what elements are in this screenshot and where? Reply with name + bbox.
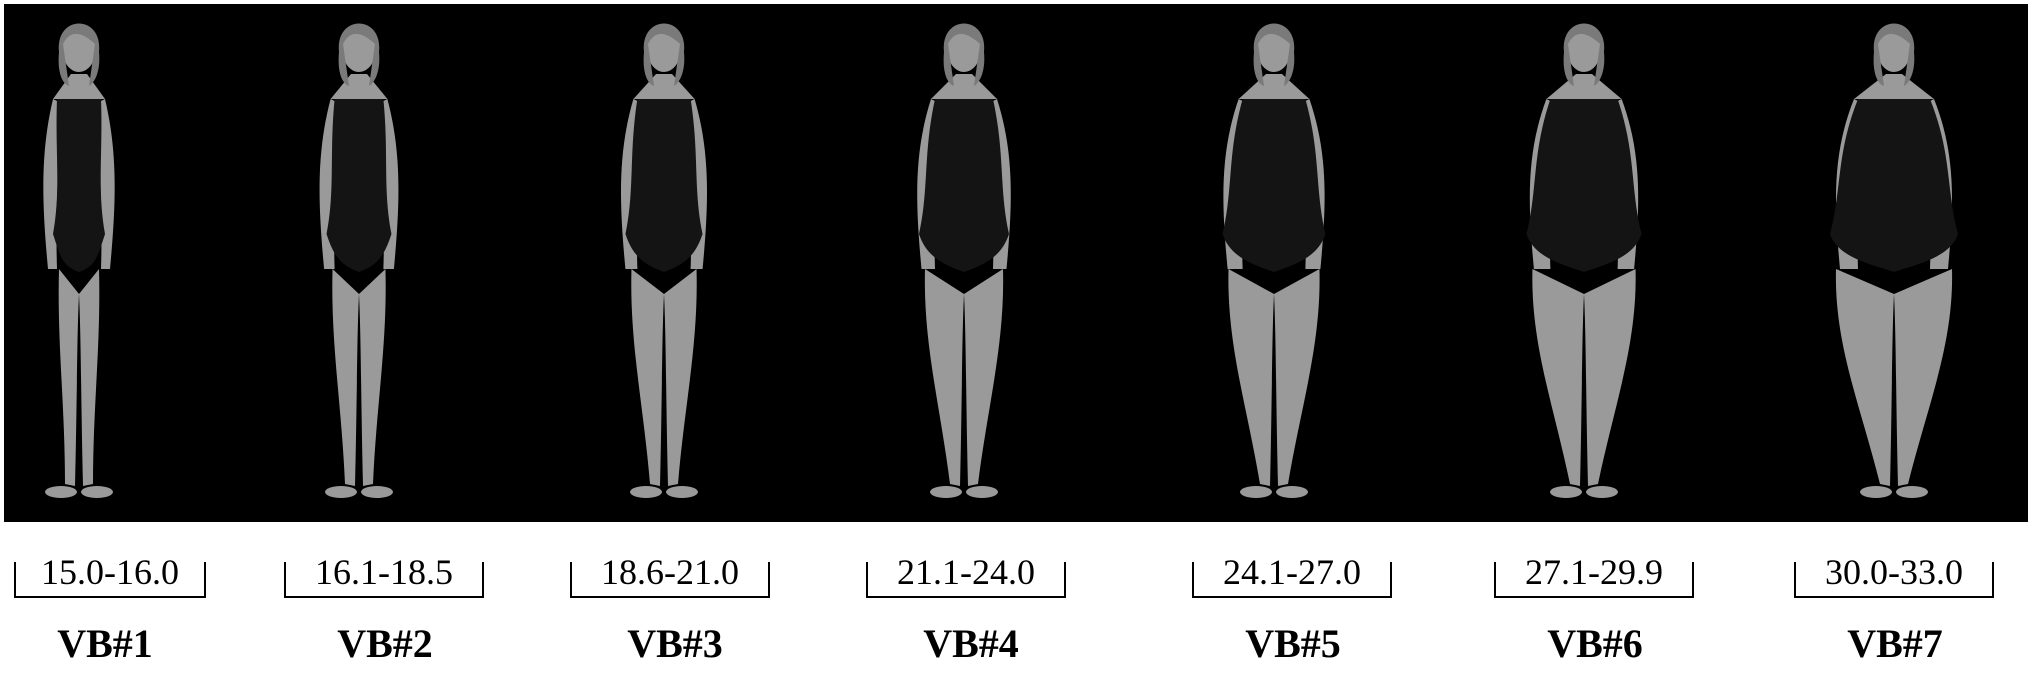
right-foot: [1276, 486, 1308, 498]
body-silhouette: [319, 23, 399, 498]
bracket: [570, 562, 770, 598]
bracket: [1794, 562, 1994, 598]
left-foot: [1240, 486, 1272, 498]
swimsuit: [625, 99, 703, 272]
body-figure-vb3: [584, 4, 744, 522]
bmi-range-vb6: 27.1-29.9: [1494, 548, 1694, 598]
left-foot: [325, 486, 357, 498]
right-foot: [966, 486, 998, 498]
label-vb7: VB#7: [1847, 621, 1943, 666]
bmi-range-vb5: 24.1-27.0: [1192, 548, 1392, 598]
neck: [931, 74, 997, 99]
bracket: [284, 562, 484, 598]
left-leg: [1532, 269, 1584, 486]
neck: [53, 74, 105, 99]
left-leg: [58, 269, 79, 486]
bmi-range-text: 18.6-21.0: [601, 552, 739, 592]
body-figure-vb1: [4, 4, 154, 522]
neck: [633, 74, 695, 99]
right-leg: [964, 269, 1004, 486]
bracket: [1192, 562, 1392, 598]
right-leg: [1584, 269, 1636, 486]
left-foot: [1550, 486, 1582, 498]
swimsuit: [1222, 99, 1326, 272]
hair: [1873, 23, 1915, 86]
hair: [338, 23, 380, 86]
swimsuit: [1526, 99, 1642, 272]
bmi-range-vb2: 16.1-18.5: [284, 548, 484, 598]
right-leg: [1894, 269, 1953, 486]
right-foot: [1896, 486, 1928, 498]
swimsuit: [919, 99, 1009, 272]
label-vb3: VB#3: [627, 621, 723, 666]
left-foot: [1860, 486, 1892, 498]
hair: [643, 23, 685, 86]
left-leg: [1835, 269, 1894, 486]
left-leg: [1228, 269, 1274, 486]
bracket: [14, 562, 206, 598]
neck: [1854, 74, 1934, 99]
body-figure-vb4: [884, 4, 1044, 522]
right-leg: [1274, 269, 1320, 486]
left-foot: [930, 486, 962, 498]
body-silhouette: [620, 23, 708, 498]
bmi-ranges-row: 15.0-16.0 16.1-18.5 18.6-21.0 21.1-24.0 …: [0, 548, 2032, 608]
bmi-range-text: 24.1-27.0: [1223, 552, 1361, 592]
label-vb2: VB#2: [337, 621, 433, 666]
label-vb1: VB#1: [57, 621, 153, 666]
left-foot: [45, 486, 77, 498]
bmi-range-text: 16.1-18.5: [315, 552, 453, 592]
left-leg: [631, 269, 664, 486]
right-foot: [1586, 486, 1618, 498]
right-foot: [666, 486, 698, 498]
bmi-range-vb3: 18.6-21.0: [570, 548, 770, 598]
neck: [330, 74, 388, 99]
body-figure-vb5: [1184, 4, 1364, 522]
hair: [58, 23, 100, 86]
right-foot: [81, 486, 113, 498]
body-silhouette: [1830, 23, 1958, 498]
bmi-range-text: 27.1-29.9: [1525, 552, 1663, 592]
hair: [1563, 23, 1605, 86]
bmi-range-text: 30.0-33.0: [1825, 552, 1963, 592]
swimsuit: [326, 99, 392, 272]
body-figure-vb7: [1789, 4, 1999, 522]
bmi-range-vb4: 21.1-24.0: [866, 548, 1066, 598]
right-leg: [664, 269, 697, 486]
body-silhouette: [43, 23, 115, 498]
right-leg: [359, 269, 386, 486]
neck: [1238, 74, 1310, 99]
body-silhouette: [1222, 23, 1326, 498]
left-foot: [630, 486, 662, 498]
label-vb4: VB#4: [923, 621, 1019, 666]
bmi-range-text: 15.0-16.0: [41, 552, 179, 592]
swimsuit: [53, 99, 105, 272]
bracket: [866, 562, 1066, 598]
label-vb6: VB#6: [1547, 621, 1643, 666]
body-silhouette: [1526, 23, 1642, 498]
hair: [943, 23, 985, 86]
body-figures-panel: [4, 4, 2028, 522]
body-figure-vb6: [1489, 4, 1679, 522]
neck: [1546, 74, 1622, 99]
left-leg: [332, 269, 359, 486]
left-leg: [924, 269, 964, 486]
hair: [1253, 23, 1295, 86]
body-figure-vb2: [284, 4, 434, 522]
bracket: [1494, 562, 1694, 598]
bmi-range-vb1: 15.0-16.0: [14, 548, 206, 598]
right-leg: [79, 269, 100, 486]
right-foot: [361, 486, 393, 498]
bmi-range-vb7: 30.0-33.0: [1794, 548, 1994, 598]
swimsuit: [1830, 99, 1958, 272]
label-vb5: VB#5: [1245, 621, 1341, 666]
body-silhouette: [917, 23, 1011, 498]
bmi-range-text: 21.1-24.0: [897, 552, 1035, 592]
